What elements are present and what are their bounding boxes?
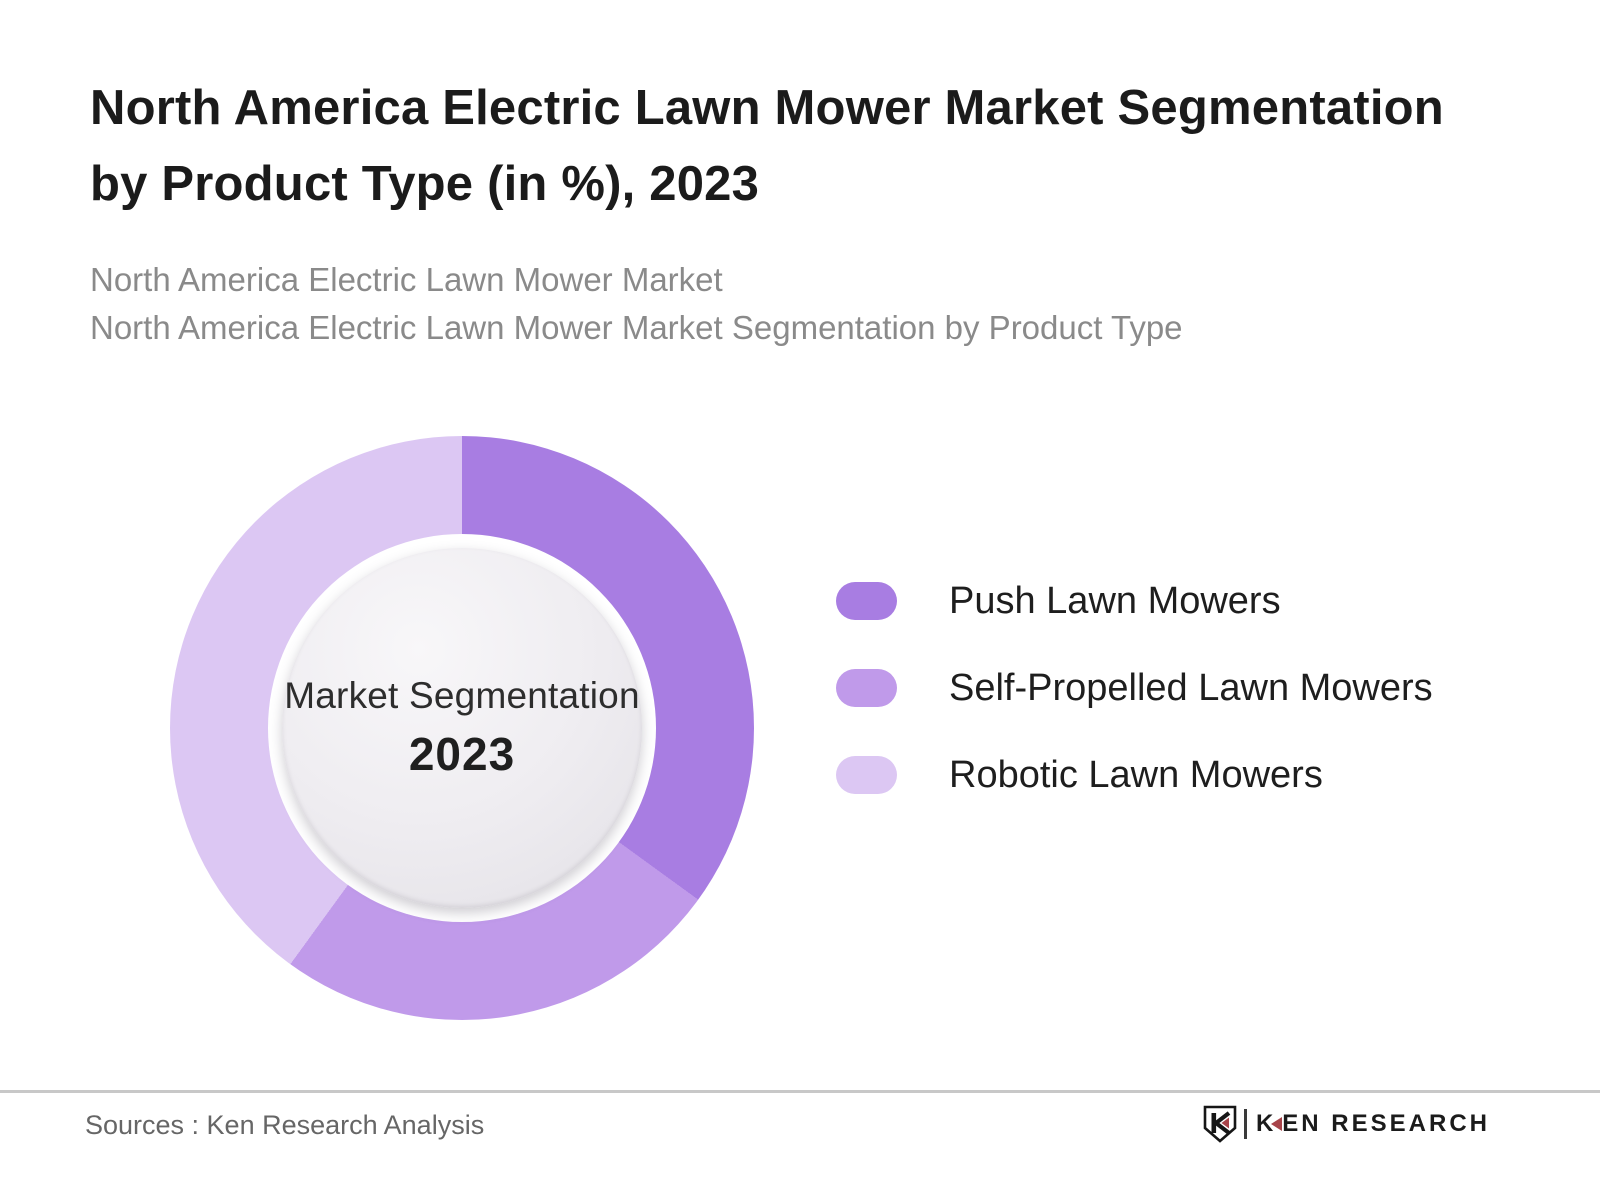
page-subtitle-line1: North America Electric Lawn Mower Market <box>90 261 723 298</box>
shield-red-triangle <box>1221 1117 1229 1129</box>
page-title-line1: North America Electric Lawn Mower Market… <box>90 81 1444 135</box>
logo-letter-k: K <box>1255 1110 1277 1137</box>
legend-label-push: Push Lawn Mowers <box>949 579 1281 622</box>
legend-swatch-robotic <box>836 756 897 794</box>
donut-center-label: Market Segmentation <box>284 675 640 716</box>
legend-swatch-push <box>836 582 897 620</box>
legend-label-robotic: Robotic Lawn Mowers <box>949 753 1323 796</box>
logo-separator <box>1243 1109 1247 1139</box>
donut-center-year: 2023 <box>408 728 516 780</box>
page-title: North America Electric Lawn Mower Market… <box>90 70 1560 222</box>
legend-item-self-propelled: Self-Propelled Lawn Mowers <box>836 666 1433 709</box>
ken-research-logo: K EN RESEARCH <box>1203 1104 1490 1144</box>
page-title-line2: by Product Type (in %), 2023 <box>90 157 760 211</box>
logo-rest-text: EN RESEARCH <box>1282 1110 1490 1137</box>
chart-legend: Push Lawn Mowers Self-Propelled Lawn Mow… <box>836 579 1433 843</box>
logo-red-triangle-icon <box>1271 1117 1283 1131</box>
legend-label-self-propelled: Self-Propelled Lawn Mowers <box>949 666 1433 709</box>
page-subtitle-line2: North America Electric Lawn Mower Market… <box>90 309 1183 346</box>
footer-divider <box>0 1090 1600 1093</box>
legend-item-push: Push Lawn Mowers <box>836 579 1433 622</box>
logo-wordmark: K EN RESEARCH <box>1256 1110 1490 1138</box>
sources-text: Sources : Ken Research Analysis <box>85 1110 485 1140</box>
page-subtitle: North America Electric Lawn Mower Market… <box>90 256 1560 352</box>
legend-swatch-self-propelled <box>836 669 897 707</box>
donut-center-circle: Market Segmentation 2023 <box>282 548 642 908</box>
ken-research-shield-icon <box>1203 1105 1237 1143</box>
donut-chart: Market Segmentation 2023 <box>170 436 754 1020</box>
legend-item-robotic: Robotic Lawn Mowers <box>836 753 1433 796</box>
